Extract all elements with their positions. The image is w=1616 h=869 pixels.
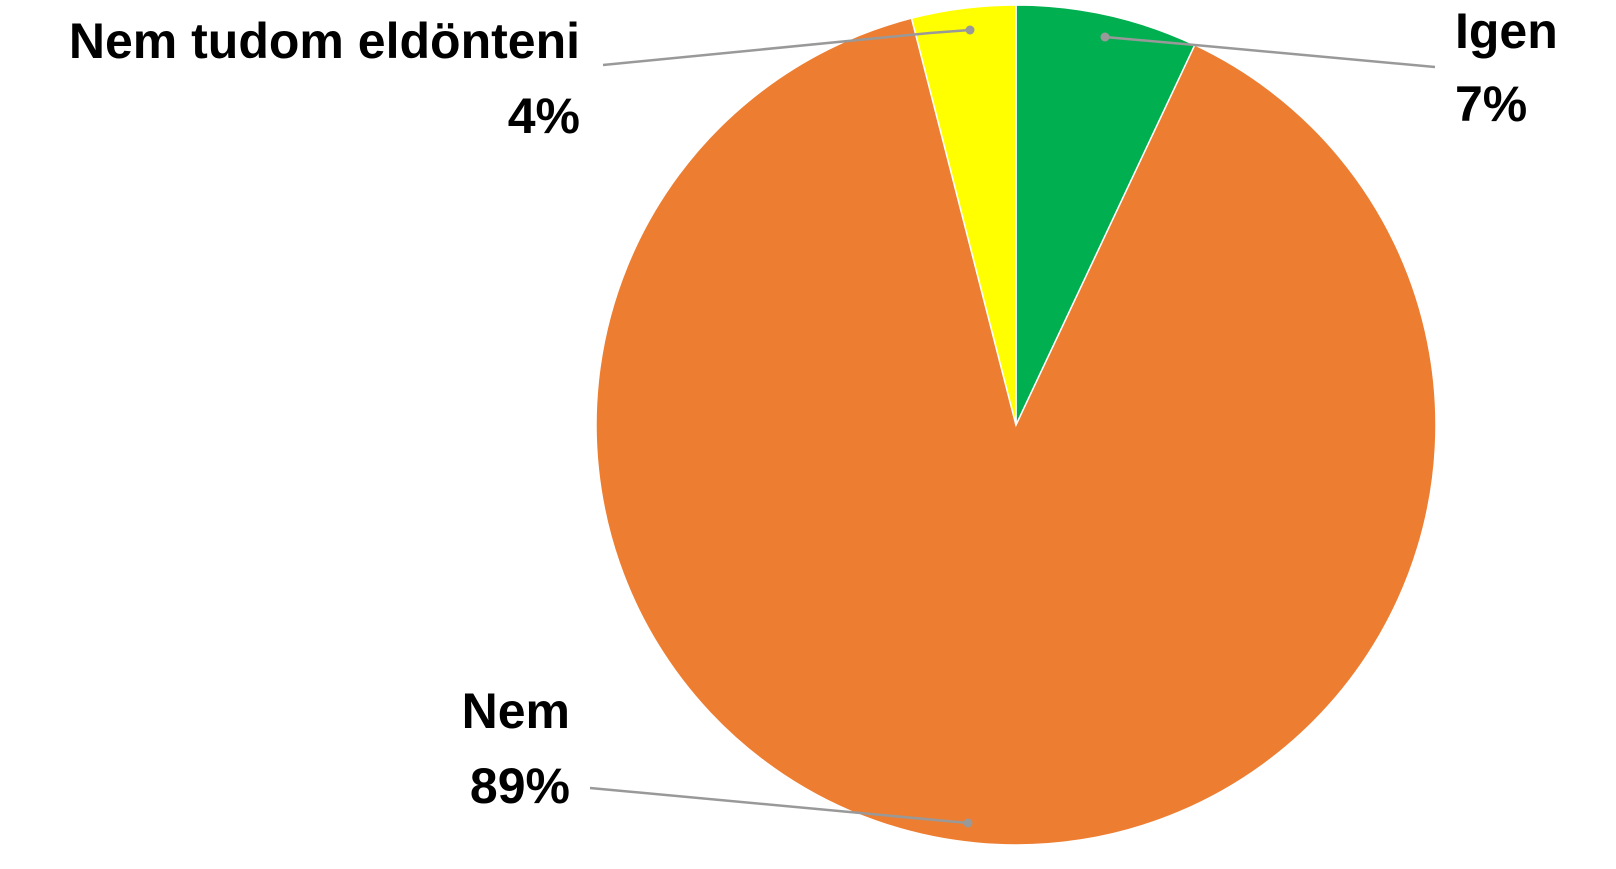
leader-line <box>602 28 971 67</box>
category-label: Nem <box>462 683 570 739</box>
labels: Igen 7% Nem 89% Nem tudom eldönteni 4% <box>69 3 1558 814</box>
leader-line <box>589 786 969 825</box>
value-label: 4% <box>508 88 580 144</box>
leader-lines <box>589 25 1436 828</box>
value-label: 89% <box>470 758 570 814</box>
pie-slice <box>910 4 1017 426</box>
pie-slice <box>1015 4 1196 426</box>
pie-slice <box>595 17 1437 846</box>
category-label: Nem tudom eldönteni <box>69 13 580 69</box>
pie <box>595 4 1437 846</box>
leader-dot <box>965 25 975 35</box>
value-label: 7% <box>1455 76 1527 132</box>
leader-dot <box>963 818 973 828</box>
category-label: Igen <box>1455 3 1558 59</box>
leader-dot <box>1100 32 1110 42</box>
leader-line <box>1104 35 1436 69</box>
